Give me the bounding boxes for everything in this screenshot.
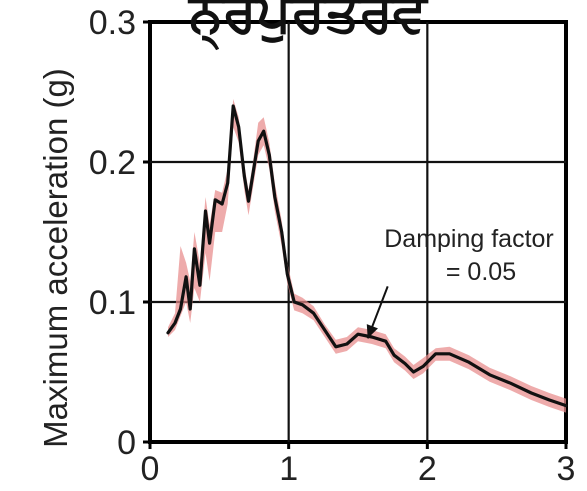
y-tick-label: 0.2 — [89, 144, 136, 182]
x-tick-label: 3 — [557, 450, 576, 488]
arrow-head — [366, 324, 378, 339]
x-tick-label: 2 — [418, 450, 437, 488]
damping-factor-value: = 0.05 — [446, 258, 516, 286]
y-axis-label: Maximum acceleration (g) — [37, 68, 74, 448]
chart-title: ਨ੍ਰਪੁਰਤਰਵ — [187, 0, 429, 51]
x-tick-label: 1 — [279, 450, 298, 488]
y-tick-label: 0.3 — [89, 4, 136, 42]
response-spectrum-line — [166, 104, 568, 408]
x-axis-ticks: 0 1 2 3 — [141, 442, 576, 488]
y-tick-label: 0 — [117, 424, 136, 462]
y-tick-label: 0.1 — [89, 284, 136, 322]
damping-factor-label: Damping factor — [384, 225, 554, 253]
plot-area-frame — [148, 20, 568, 444]
grid-lines — [150, 22, 566, 442]
damping-factor-arrow — [366, 286, 389, 339]
y-axis-ticks: 0 0.1 0.2 0.3 — [89, 4, 150, 462]
x-tick-label: 0 — [141, 450, 160, 488]
